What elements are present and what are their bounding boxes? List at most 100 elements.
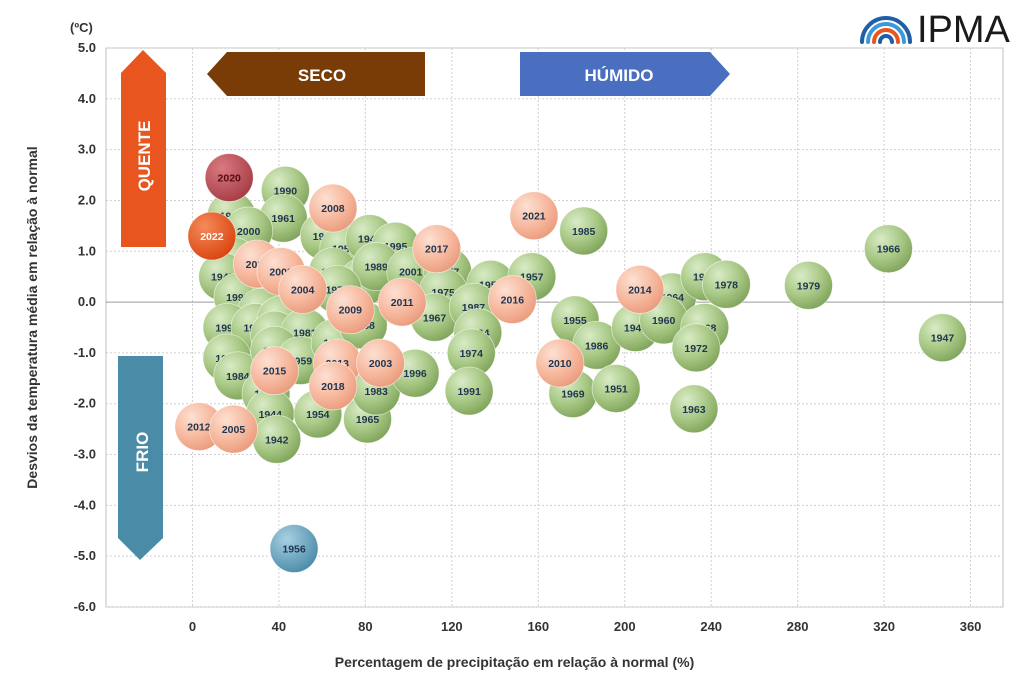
bubble-label: 2004	[291, 284, 315, 296]
x-tick-label: 360	[960, 619, 982, 634]
bubble-mark	[615, 264, 665, 314]
bubble-label: 1972	[684, 343, 708, 355]
rainbow-logo-icon	[860, 16, 912, 44]
bubble-label: 2003	[369, 358, 393, 370]
bubble-mark	[269, 524, 319, 573]
bubble-1963: 1963	[669, 384, 719, 434]
y-unit-label: (ºC)	[70, 20, 93, 35]
frio-arrow-label: FRIO	[133, 432, 152, 473]
bubble-label: 1989	[365, 262, 389, 274]
bubble-1974: 1974	[446, 328, 496, 378]
bubble-mark	[325, 285, 375, 335]
bubble-1972: 1972	[671, 323, 721, 373]
bubble-mark	[701, 259, 751, 309]
bubble-1956: 1956	[269, 524, 319, 573]
y-tick-label: -1.0	[74, 345, 96, 360]
bubble-2005: 2005	[209, 404, 258, 454]
bubble-2018: 2018	[308, 361, 358, 411]
bubble-1966: 1966	[864, 224, 913, 274]
y-tick-label: 5.0	[78, 40, 96, 55]
bubble-label: 1984	[226, 371, 250, 383]
x-tick-label: 80	[358, 619, 372, 634]
y-tick-label: -3.0	[74, 447, 96, 462]
bubble-label: 2001	[399, 267, 423, 279]
bubble-mark	[487, 275, 537, 324]
humido-arrow-label: HÚMIDO	[585, 66, 654, 85]
bubble-label: 1985	[572, 226, 596, 238]
seco-arrow: SECO	[207, 52, 425, 96]
bubble-2014: 2014	[615, 264, 665, 314]
bubble-mark	[204, 153, 254, 202]
bubble-label: 2005	[222, 424, 246, 436]
bubble-mark	[535, 338, 585, 388]
bubble-label: 2011	[391, 297, 414, 309]
bubble-1985: 1985	[559, 206, 609, 256]
x-tick-label: 120	[441, 619, 463, 634]
y-axis-title: Desvios da temperatura média em relação …	[24, 146, 40, 488]
logo-text: IPMA	[917, 9, 1011, 51]
bubble-mark	[278, 264, 328, 314]
bubble-label: 2008	[321, 203, 345, 215]
bubble-label: 1963	[682, 404, 706, 416]
x-tick-label: 280	[787, 619, 809, 634]
bubble-mark	[864, 224, 913, 274]
bubble-2017: 2017	[412, 224, 462, 274]
bubble-2003: 2003	[356, 338, 405, 388]
frio-arrow: FRIO	[118, 356, 163, 560]
bubble-mark	[559, 206, 609, 256]
bubble-label: 1983	[365, 386, 389, 398]
bubble-label: 1979	[797, 280, 821, 292]
bubble-label: 1956	[282, 544, 306, 556]
bubble-1978: 1978	[701, 259, 751, 309]
x-tick-label: 240	[700, 619, 722, 634]
bubble-mark	[412, 224, 462, 274]
bubble-mark	[509, 191, 559, 241]
x-tick-label: 40	[272, 619, 286, 634]
bubble-label: 2009	[339, 305, 363, 317]
bubble-2016: 2016	[487, 275, 537, 324]
bubble-label: 1965	[356, 414, 380, 426]
bubble-2021: 2021	[509, 191, 559, 241]
y-tick-label: -5.0	[74, 548, 96, 563]
bubble-label: 1942	[265, 434, 289, 446]
bubble-mark	[209, 404, 258, 454]
bubble-label: 2022	[200, 231, 224, 243]
bubble-1991: 1991	[444, 366, 494, 416]
bubble-label: 2018	[321, 381, 345, 393]
frio-arrow-shape	[118, 356, 163, 560]
bubble-label: 2021	[522, 211, 546, 223]
bubble-1986: 1986	[572, 320, 622, 370]
x-tick-label: 200	[614, 619, 636, 634]
ipma-logo: IPMA	[860, 9, 1011, 51]
y-tick-label: 2.0	[78, 192, 96, 207]
bubble-label: 2012	[187, 422, 211, 434]
bubble-mark	[669, 384, 719, 434]
bubble-label: 1996	[403, 368, 427, 380]
x-tick-label: 160	[527, 619, 549, 634]
bubble-2009: 2009	[325, 285, 375, 335]
bubble-2020: 2020	[204, 153, 254, 202]
bubble-2008: 2008	[308, 183, 358, 233]
bubble-1942: 1942	[252, 414, 302, 464]
seco-arrow-label: SECO	[298, 66, 346, 85]
bubble-label: 2020	[218, 173, 242, 185]
bubble-2022: 2022	[187, 211, 237, 261]
bubble-label: 2010	[548, 358, 572, 370]
bubble-mark	[308, 361, 358, 411]
bubble-mark	[250, 346, 299, 396]
bubble-label: 2000	[237, 226, 261, 238]
y-tick-label: -6.0	[74, 599, 96, 614]
bubble-label: 1954	[306, 409, 330, 421]
y-tick-label: 3.0	[78, 142, 96, 157]
quente-arrow-shape	[121, 50, 166, 247]
bubble-2010: 2010	[535, 338, 585, 388]
bubble-label: 1986	[585, 340, 609, 352]
bubble-label: 1966	[877, 244, 901, 256]
bubble-label: 1991	[457, 386, 481, 398]
x-tick-label: 0	[189, 619, 196, 634]
bubble-mark	[671, 323, 721, 373]
bubble-label: 1967	[423, 312, 447, 324]
humido-arrow-shape	[520, 52, 730, 96]
y-tick-label: -4.0	[74, 497, 96, 512]
